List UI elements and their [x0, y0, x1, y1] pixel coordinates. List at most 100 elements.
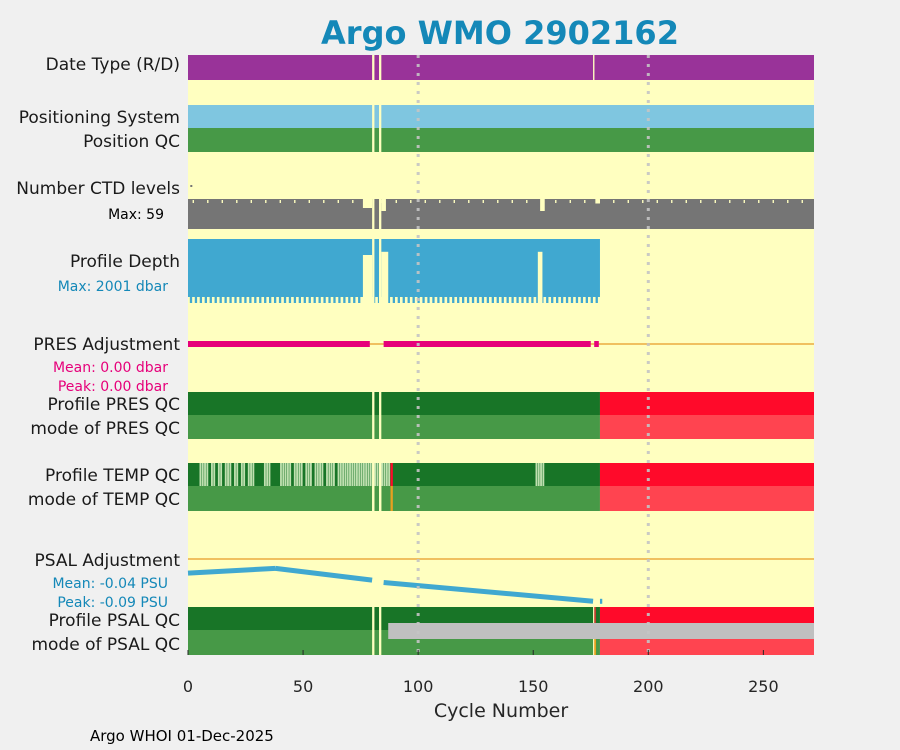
- profile-depth-tick: [313, 297, 316, 303]
- profile-temp-qc-probably-good: [346, 463, 349, 486]
- profile-psal-qc-bar: [374, 607, 380, 630]
- ctd-levels-notch: [584, 200, 586, 203]
- profile-temp-qc-probably-good: [289, 463, 292, 486]
- profile-temp-qc-probably-good: [280, 463, 282, 486]
- x-tick-label: 250: [748, 677, 779, 696]
- ctd-levels-notch: [337, 200, 339, 203]
- date-type-bar: [188, 55, 373, 80]
- profile-depth-short: [381, 251, 389, 303]
- profile-depth-tick: [471, 297, 475, 303]
- profile-temp-qc-probably-good: [309, 463, 312, 486]
- profile-pres-qc-bad-bar: [599, 392, 814, 415]
- mode-pres-qc-bad-bar: [599, 415, 814, 439]
- profile-temp-qc-probably-good: [367, 463, 370, 486]
- profile-depth-tick: [491, 297, 494, 303]
- ctd-levels-notch: [323, 200, 325, 203]
- ctd-levels-point: [190, 185, 193, 187]
- profile-temp-qc-probably-good: [353, 463, 356, 486]
- profile-depth-tick: [427, 297, 430, 303]
- ctd-levels-dip: [595, 199, 600, 204]
- profile-temp-qc-probably-good: [339, 463, 342, 486]
- profile-depth-tick: [283, 297, 287, 303]
- profile-depth-tick: [457, 297, 460, 303]
- profile-temp-qc-probably-good: [316, 463, 319, 486]
- profile-temp-qc-probably-good: [342, 463, 345, 486]
- profile-psal-qc-flag: [594, 607, 597, 630]
- profile-depth-tick: [486, 297, 490, 303]
- profile-depth-bar: [188, 239, 600, 297]
- date-type-bar: [381, 55, 594, 80]
- profile-depth-tick: [323, 297, 326, 303]
- profile-temp-qc-probably-good: [328, 463, 331, 486]
- psal-adjustment-line: [383, 580, 594, 604]
- profile-depth-tick: [269, 297, 272, 303]
- profile-temp-qc-probably-good: [263, 463, 266, 486]
- profile-depth-tick: [590, 297, 593, 303]
- profile-temp-qc-probably-good: [349, 463, 351, 486]
- profile-pres-qc-bar: [381, 392, 600, 415]
- profile-depth-tick: [521, 297, 524, 303]
- profile-temp-qc-probably-good: [224, 463, 227, 486]
- temp-qc-gap: [372, 463, 375, 511]
- profile-depth-tick: [481, 297, 485, 303]
- ctd-levels-notch: [395, 200, 397, 203]
- ctd-levels-notch: [236, 200, 238, 203]
- ctd-levels-notch: [265, 200, 267, 203]
- profile-depth-tick: [338, 297, 341, 303]
- position-qc-bar: [188, 128, 373, 152]
- x-tick-label: 150: [518, 677, 549, 696]
- date-type-bar: [594, 55, 814, 80]
- profile-depth-tick: [585, 297, 588, 303]
- profile-depth-tick: [447, 297, 450, 303]
- profile-temp-qc-probably-good: [542, 463, 545, 486]
- ctd-levels-notch: [685, 200, 687, 203]
- profile-depth-short: [537, 251, 543, 303]
- ctd-levels-notch: [424, 200, 426, 203]
- label-positioning-system: Positioning System: [19, 108, 180, 128]
- date-type-bar: [374, 55, 380, 80]
- profile-depth-tick: [209, 297, 212, 303]
- psal-adjustment-line: [275, 565, 373, 583]
- profile-depth-tick: [224, 297, 227, 303]
- profile-depth-tick: [496, 297, 499, 303]
- label-psal-adjustment: PSAL Adjustment: [35, 551, 181, 571]
- profile-depth-tick: [189, 297, 193, 303]
- mode-pres-qc-bar: [381, 415, 600, 439]
- ctd-levels-dip: [362, 199, 373, 208]
- ctd-levels-notch: [352, 200, 354, 203]
- label-position-qc: Position QC: [83, 132, 180, 152]
- position-qc-bar: [374, 128, 380, 152]
- profile-depth-tick: [531, 297, 534, 303]
- profile-depth-tick: [392, 297, 396, 303]
- ctd-levels-notch: [497, 200, 499, 203]
- profile-depth-tick: [308, 297, 311, 303]
- ctd-levels-notch: [714, 200, 716, 203]
- ctd-levels-notch: [540, 200, 542, 203]
- profile-temp-qc-probably-good: [199, 463, 202, 486]
- x-tick-label: 0: [183, 677, 193, 696]
- profile-temp-qc-probably-good: [330, 463, 333, 486]
- label-profile-psal-qc: Profile PSAL QC: [49, 611, 180, 631]
- profile-depth-tick: [293, 297, 297, 303]
- profile-depth-gap: [379, 239, 382, 303]
- x-tick-label: 50: [293, 677, 313, 696]
- profile-temp-qc-probably-good: [227, 463, 229, 486]
- ctd-levels-notch: [671, 200, 673, 203]
- profile-temp-qc-probably-good: [537, 463, 540, 486]
- profile-depth-tick: [199, 297, 203, 303]
- ctd-levels-notch: [439, 200, 441, 203]
- profile-depth-tick: [516, 297, 519, 303]
- profile-depth-tick: [560, 297, 564, 303]
- profile-temp-qc-probably-good: [385, 463, 388, 486]
- profile-temp-qc-probably-good: [201, 463, 204, 486]
- profile-temp-qc-probably-good: [362, 463, 365, 486]
- profile-temp-qc-probably-good: [240, 463, 243, 486]
- mode-pres-qc-bar: [188, 415, 373, 439]
- profile-depth-tick: [264, 297, 267, 303]
- profile-temp-qc-probably-good: [388, 463, 391, 486]
- profile-depth-tick: [501, 297, 504, 303]
- profile-pres-qc-bar: [374, 392, 380, 415]
- profile-temp-qc-probably-good: [243, 463, 246, 486]
- profile-pres-qc-bar: [188, 392, 373, 415]
- ctd-levels-notch: [743, 200, 745, 203]
